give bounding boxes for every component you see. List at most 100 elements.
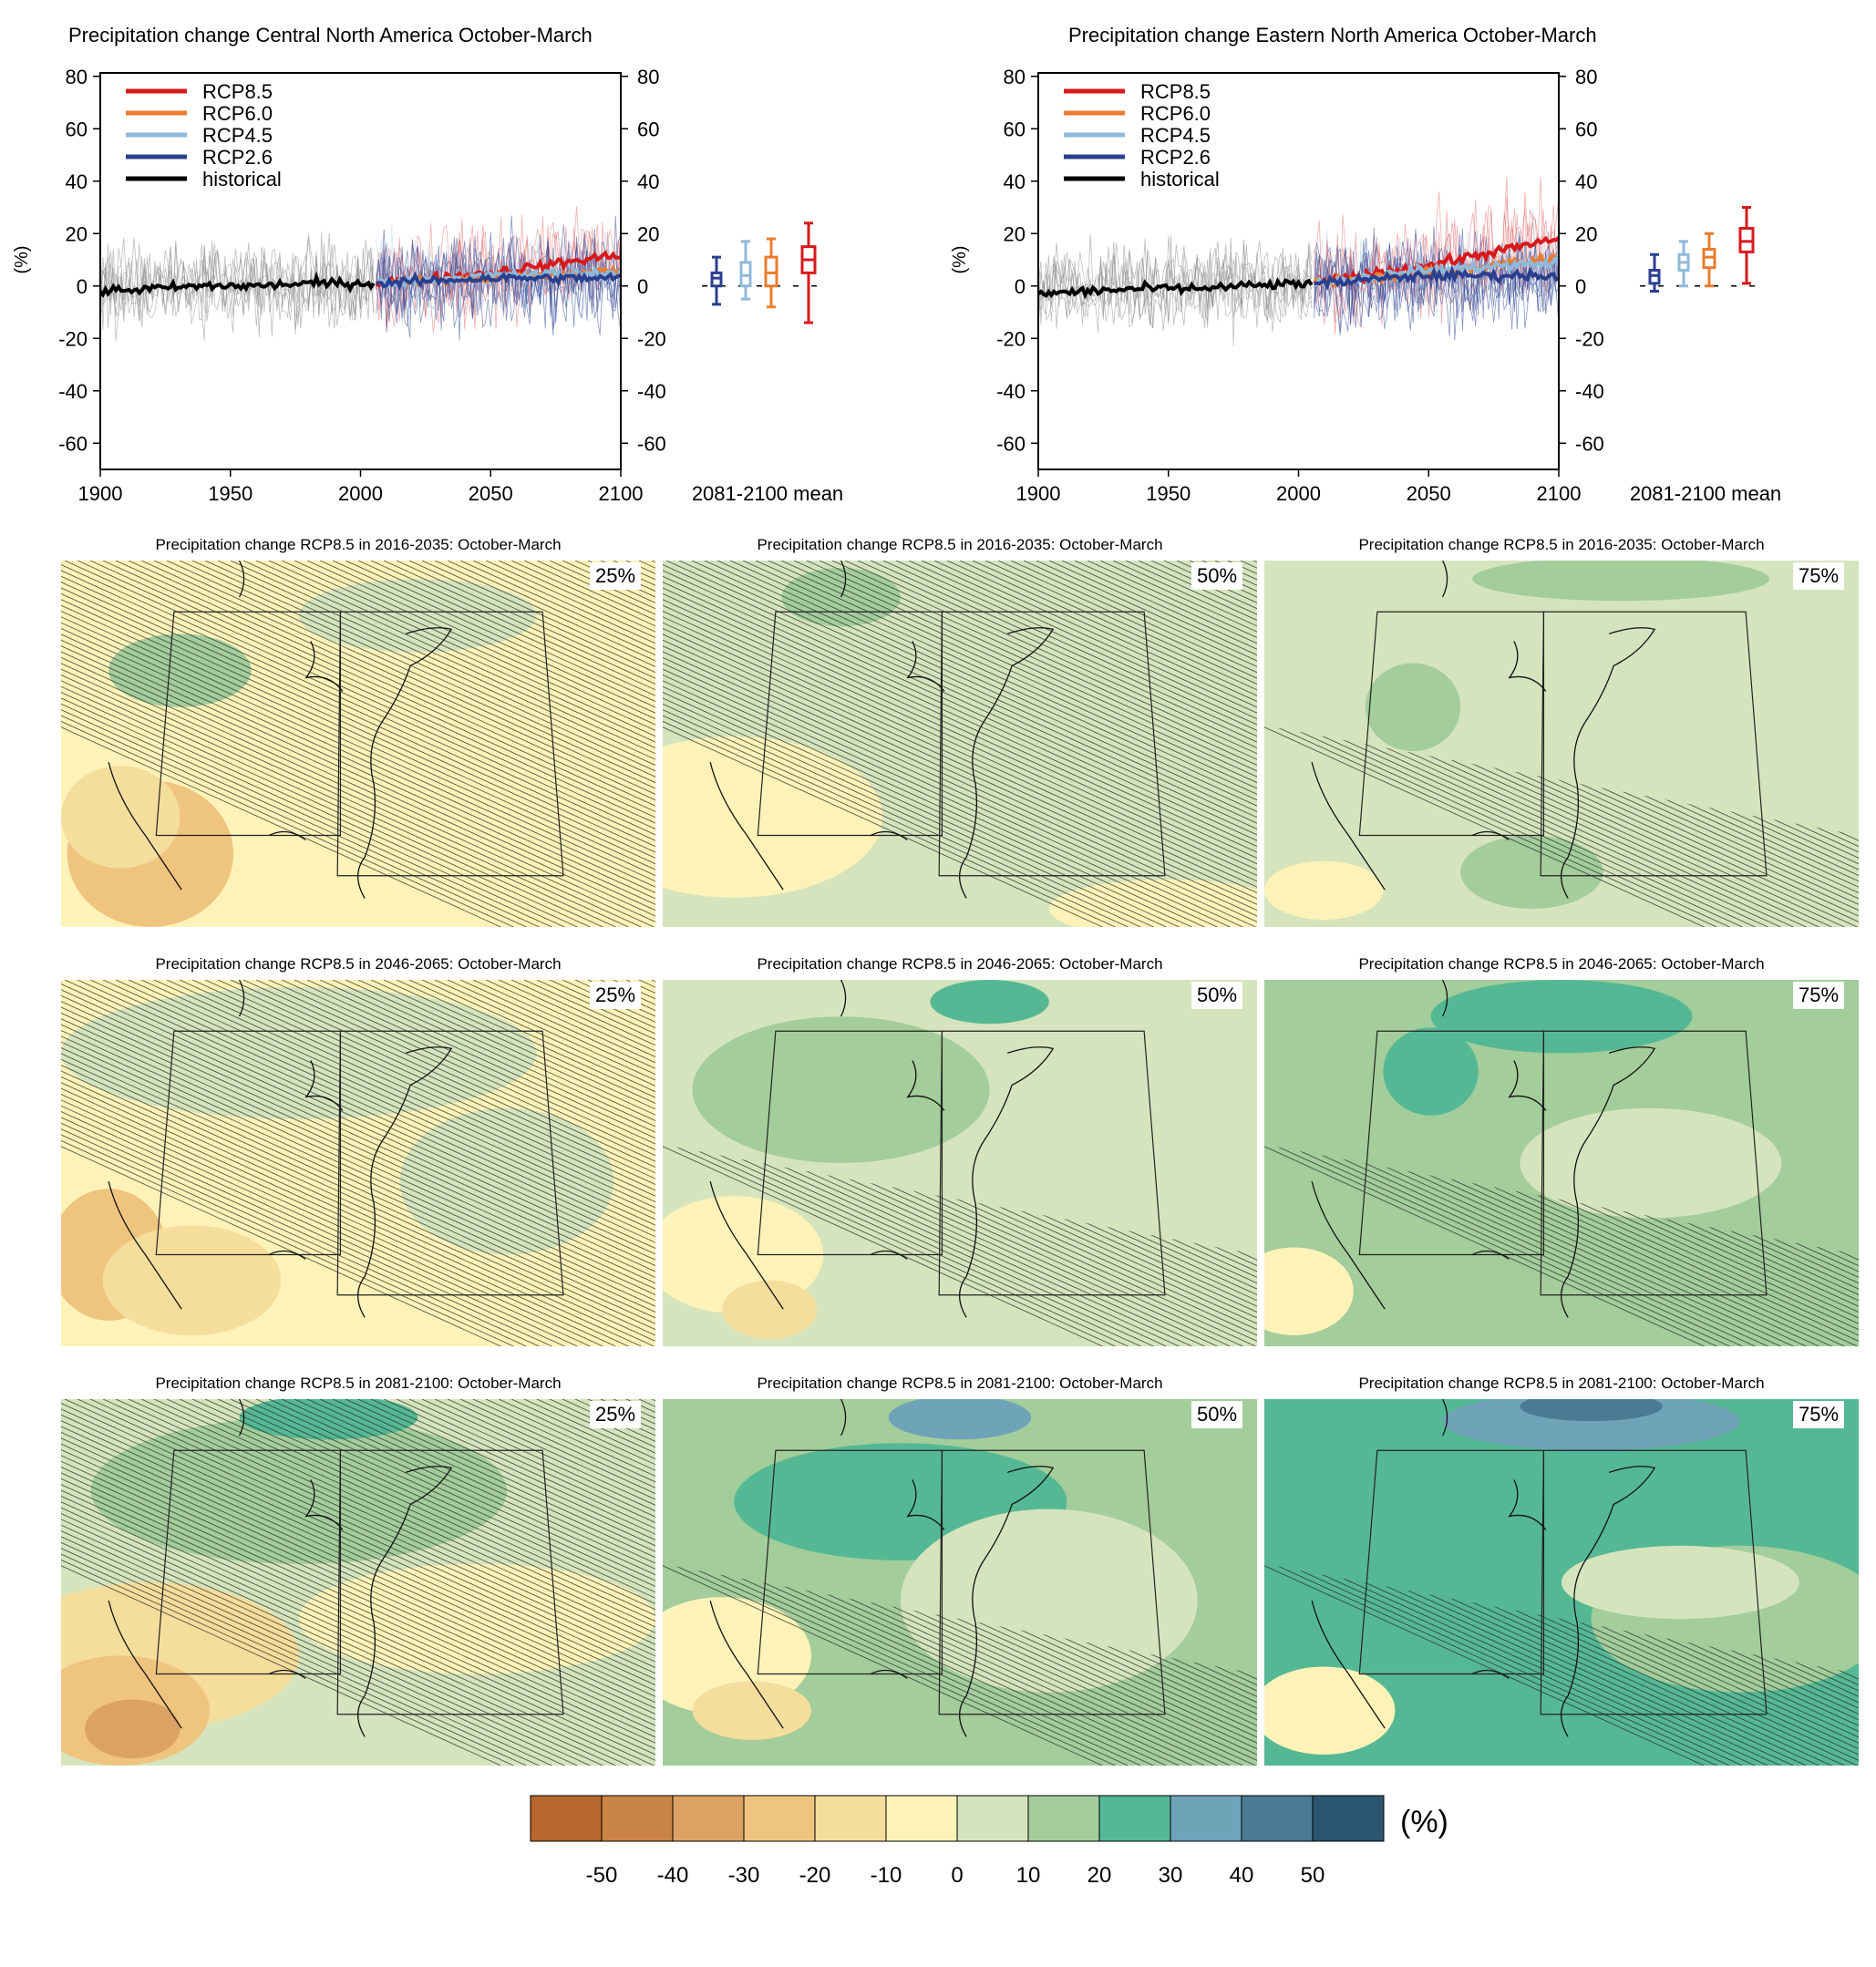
colorbar-swatch xyxy=(956,1795,1029,1842)
colorbar-tick-label: 0 xyxy=(951,1863,963,1888)
y-tick-label-right: -40 xyxy=(1575,380,1604,403)
y-tick-label-left: 40 xyxy=(66,170,88,193)
y-tick-label-right: 40 xyxy=(637,170,659,193)
y-axis-label: (%) xyxy=(12,245,32,273)
map-panel xyxy=(1264,980,1859,1346)
map-contour-region xyxy=(1442,1399,1740,1451)
colorbar-tick-label: -40 xyxy=(657,1863,689,1888)
y-tick-label-left: -20 xyxy=(58,327,88,350)
map-title: Precipitation change RCP8.5 in 2046-2065… xyxy=(757,955,1163,973)
hatching xyxy=(61,561,655,927)
region-box-central xyxy=(1358,611,1545,837)
series-line-rcp45 xyxy=(1313,253,1561,288)
region-box-eastern xyxy=(938,1030,1166,1296)
map-contour-region xyxy=(298,579,537,653)
y-tick-label-right: -20 xyxy=(1575,327,1604,350)
map-contour-region xyxy=(888,1399,1032,1440)
coastline xyxy=(108,1399,453,1737)
y-tick-label-left: 80 xyxy=(66,66,88,88)
hatching xyxy=(61,1399,655,1766)
map-contour-region xyxy=(61,987,537,1119)
y-tick-label-left: -60 xyxy=(996,432,1026,455)
y-tick-label-right: 80 xyxy=(1575,66,1597,88)
map-contour-region xyxy=(1562,1545,1799,1620)
map-panel xyxy=(61,561,655,927)
map-contour-region xyxy=(1264,1666,1396,1755)
legend-label: RCP2.6 xyxy=(1140,146,1211,169)
y-tick-label-right: -40 xyxy=(637,380,666,403)
y-tick-label-right: 0 xyxy=(637,275,648,298)
region-box-eastern xyxy=(1540,611,1768,877)
map-contour-region xyxy=(1365,663,1461,752)
map-contour-region xyxy=(722,1280,818,1339)
map-contour-region xyxy=(930,980,1049,1025)
series-line-historical xyxy=(1036,276,1314,300)
legend-label: RCP6.0 xyxy=(1140,102,1211,125)
y-tick-label-left: 0 xyxy=(1015,275,1026,298)
boxplot-rcp26 xyxy=(1648,252,1661,293)
boxplot-axis-label: 2081-2100 mean xyxy=(692,482,843,505)
percentile-label: 25% xyxy=(590,562,642,590)
map-panel xyxy=(663,980,1257,1346)
boxplot-rcp60 xyxy=(764,237,778,309)
boxplot-rcp85 xyxy=(800,221,817,324)
map-contour-region xyxy=(298,1563,655,1674)
map-contour-region xyxy=(1264,860,1384,920)
map-contour-region xyxy=(1472,561,1770,602)
colorbar-swatch xyxy=(672,1795,745,1842)
colorbar-swatch xyxy=(1170,1795,1242,1842)
colorbar-tick-label: 50 xyxy=(1301,1863,1325,1888)
percentile-label: 25% xyxy=(590,982,642,1009)
region-box-eastern xyxy=(336,611,564,877)
region-box-eastern xyxy=(1540,1449,1768,1715)
map-title: Precipitation change RCP8.5 in 2016-2035… xyxy=(155,536,562,553)
y-tick-label-left: 80 xyxy=(1004,66,1026,88)
y-tick-label-right: 60 xyxy=(1575,118,1597,140)
y-tick-label-left: 60 xyxy=(66,118,88,140)
colorbar-swatch xyxy=(1098,1795,1171,1842)
region-box-central xyxy=(155,611,342,837)
region-box-eastern xyxy=(1540,1030,1768,1296)
x-tick-label: 2100 xyxy=(599,482,644,505)
region-box-eastern xyxy=(938,1449,1166,1715)
boxplot-axis-label: 2081-2100 mean xyxy=(1630,482,1781,505)
map-contour-region xyxy=(900,1509,1198,1693)
legend-label: RCP8.5 xyxy=(202,80,273,103)
legend-label: RCP4.5 xyxy=(202,124,273,147)
x-tick-label: 1950 xyxy=(208,482,253,505)
map-contour-region xyxy=(1430,980,1693,1054)
map-contour-region xyxy=(61,766,180,869)
map-title: Precipitation change RCP8.5 in 2046-2065… xyxy=(1358,955,1765,973)
y-tick-label-left: -40 xyxy=(58,380,88,403)
legend-label: historical xyxy=(202,168,282,191)
colorbar-swatch xyxy=(601,1795,674,1842)
ensemble-spaghetti xyxy=(1037,176,1560,346)
percentile-label: 50% xyxy=(1191,982,1243,1009)
x-tick-label: 1900 xyxy=(78,482,123,505)
map-contour-region xyxy=(781,568,901,627)
hatching xyxy=(663,561,1257,927)
map-contour-region xyxy=(663,736,883,898)
y-tick-label-right: 20 xyxy=(637,222,659,245)
y-tick-label-left: 0 xyxy=(77,275,88,298)
legend-label: historical xyxy=(1140,168,1220,191)
colorbar-tick-label: 40 xyxy=(1230,1863,1254,1888)
map-contour-region xyxy=(85,1699,180,1758)
map-panel xyxy=(663,1399,1257,1766)
map-title: Precipitation change RCP8.5 in 2016-2035… xyxy=(1358,536,1765,553)
map-panel xyxy=(61,980,655,1346)
colorbar-swatch xyxy=(814,1795,887,1842)
ts-title-eastern: Precipitation change Eastern North Ameri… xyxy=(1068,24,1597,46)
x-tick-label: 2050 xyxy=(1407,482,1451,505)
coastline xyxy=(1311,561,1656,899)
coastline xyxy=(1311,1399,1656,1737)
y-tick-label-right: 20 xyxy=(1575,222,1597,245)
coastline xyxy=(709,561,1055,899)
region-box-central xyxy=(155,1030,342,1256)
y-tick-label-left: 20 xyxy=(1004,222,1026,245)
legend-label: RCP6.0 xyxy=(202,102,273,125)
